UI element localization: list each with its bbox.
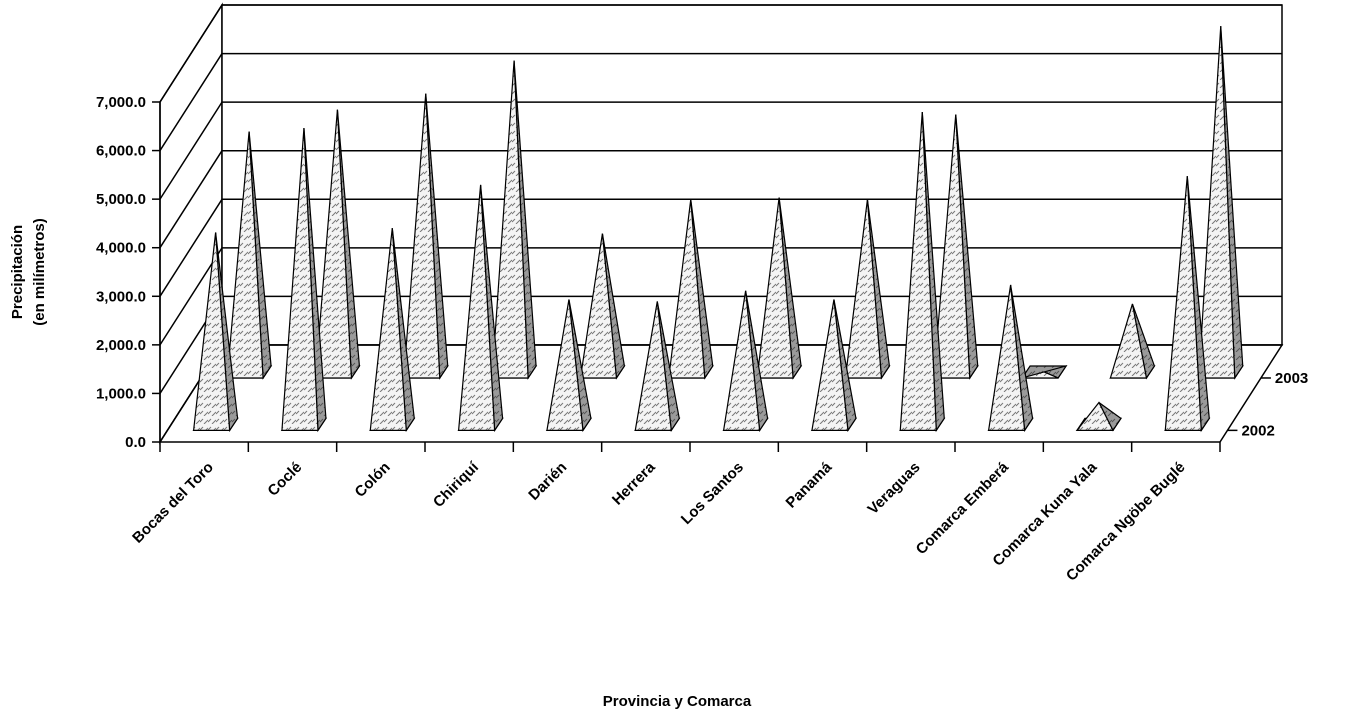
x-tick-label: Darién: [525, 459, 570, 504]
pyramid: [226, 131, 264, 379]
grid-line: [159, 4, 223, 103]
grid-line: [159, 53, 223, 151]
x-tick-label: Herrera: [609, 458, 659, 508]
pyramid: [314, 109, 353, 379]
y-tick-label: 7,000.0: [96, 94, 146, 111]
y-tick-label: 6,000.0: [96, 143, 146, 160]
grid-line: [159, 101, 223, 200]
pyramid: [844, 199, 883, 379]
grid-line: [159, 150, 223, 249]
y-axis-title: Precipitación: [9, 225, 26, 319]
grid-line: [159, 198, 223, 297]
x-tick-label: Colón: [352, 459, 394, 501]
y-tick-label: 3,000.0: [96, 288, 146, 305]
pyramid: [1109, 303, 1148, 379]
pyramid: [281, 128, 319, 431]
pyramid: [933, 114, 971, 379]
pyramid: [634, 301, 672, 431]
x-tick-label: Chiriquí: [430, 458, 483, 511]
x-tick-label: Coclé: [264, 459, 305, 500]
pyramid: [403, 93, 441, 379]
y-tick-label: 0.0: [125, 434, 146, 451]
pyramid: [369, 228, 407, 431]
pyramid: [722, 290, 761, 431]
series-label: 2003: [1275, 370, 1308, 387]
pyramid: [1021, 371, 1059, 379]
x-axis-title: Provincia y Comarca: [603, 693, 752, 710]
pyramid: [1164, 176, 1202, 431]
y-tick-label: 2,000.0: [96, 337, 146, 354]
series-label: 2002: [1241, 422, 1274, 439]
pyramid: [987, 284, 1026, 431]
x-tick-label: Los Santos: [678, 459, 747, 528]
pyramid: [579, 233, 618, 379]
pyramid: [546, 299, 584, 431]
pyramid: [899, 112, 937, 431]
x-tick-label: Panamá: [783, 458, 836, 511]
x-tick-label: Veraguas: [864, 459, 923, 518]
y-tick-label: 5,000.0: [96, 191, 146, 208]
x-tick-label: Bocas del Toro: [129, 459, 217, 547]
y-axis-title: (en milímetros): [31, 218, 48, 326]
pyramid: [1198, 26, 1236, 379]
pyramid: [1075, 401, 1114, 431]
y-tick-label: 1,000.0: [96, 385, 146, 402]
pyramid: [668, 199, 706, 379]
pyramid: [811, 299, 849, 431]
pyramid: [457, 184, 496, 431]
pyramid: [756, 197, 794, 379]
y-tick-label: 4,000.0: [96, 240, 146, 257]
back-wall: [221, 4, 1283, 346]
pyramid: [491, 60, 529, 379]
pyramid: [192, 232, 231, 431]
x-tick-label: Comarca Emberá: [913, 458, 1013, 558]
